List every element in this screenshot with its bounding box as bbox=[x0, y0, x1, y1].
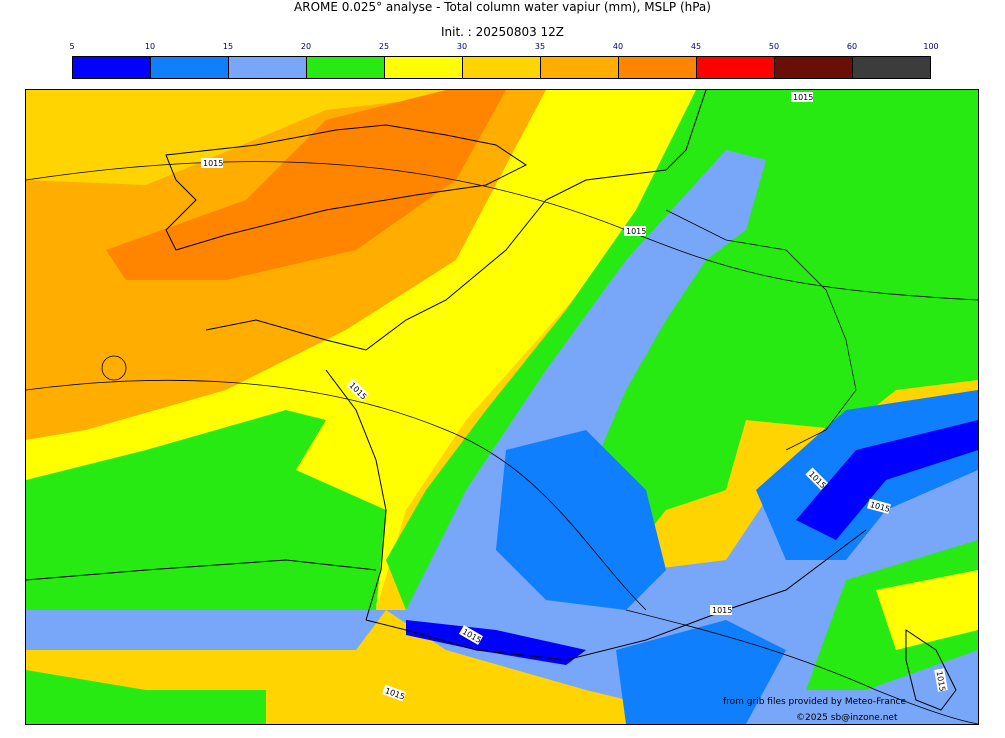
colorbar-tick: 50 bbox=[768, 42, 780, 51]
colorbar-cell bbox=[852, 56, 931, 79]
zone-40-45 bbox=[106, 90, 506, 280]
colorbar-tick: 45 bbox=[690, 42, 702, 51]
alps-5-10 bbox=[796, 420, 978, 540]
isobar bbox=[25, 379, 647, 611]
colorbar-tick: 35 bbox=[534, 42, 546, 51]
pyrenees-5-10 bbox=[406, 620, 586, 665]
colorbar-cell bbox=[306, 56, 385, 79]
colorbar-tick: 5 bbox=[69, 42, 75, 51]
colorbar-tick: 25 bbox=[378, 42, 390, 51]
border bbox=[665, 209, 857, 451]
svg-text:1015: 1015 bbox=[935, 670, 947, 692]
isobar-label: 1015 bbox=[791, 92, 813, 102]
map-canvas: 1015 1015 1015 1015 1015 1015 1015 1015 … bbox=[25, 89, 979, 725]
coastline bbox=[905, 629, 957, 711]
coastline bbox=[165, 124, 527, 251]
zone-15-20 bbox=[26, 150, 978, 724]
isobar bbox=[625, 609, 979, 725]
water-vapour-map: 1015 1015 1015 1015 1015 1015 1015 1015 … bbox=[25, 89, 979, 725]
isobar-label: 1015 bbox=[624, 226, 646, 236]
data-source-credit: from grib files provided by Meteo-France bbox=[723, 697, 907, 707]
svg-text:1015: 1015 bbox=[203, 159, 223, 168]
coastline bbox=[205, 89, 707, 351]
coastline bbox=[365, 529, 867, 661]
colorbar-cell bbox=[228, 56, 307, 79]
colorbar-tick: 20 bbox=[300, 42, 312, 51]
isobar-label: 1015 bbox=[934, 668, 948, 692]
colorbar-cell bbox=[540, 56, 619, 79]
svg-text:1015: 1015 bbox=[793, 93, 813, 102]
colorbar-cell bbox=[462, 56, 541, 79]
isobar bbox=[101, 355, 127, 381]
colorbar-cell bbox=[774, 56, 853, 79]
coastline bbox=[25, 559, 377, 581]
colorbar-cell bbox=[696, 56, 775, 79]
colorbar-tick: 100 bbox=[923, 42, 939, 51]
colorbar-tick: 15 bbox=[222, 42, 234, 51]
colorbar-cell bbox=[72, 56, 151, 79]
colorbar-tick: 60 bbox=[846, 42, 858, 51]
zone-25-30-se bbox=[876, 570, 978, 650]
colorbar-cell bbox=[150, 56, 229, 79]
svg-text:1015: 1015 bbox=[626, 227, 646, 236]
zone-10-15-south bbox=[616, 620, 786, 724]
colorbar-cell bbox=[618, 56, 697, 79]
coastline bbox=[325, 369, 387, 621]
zone-20-25-west bbox=[26, 410, 386, 610]
colorbar-tick: 10 bbox=[144, 42, 156, 51]
isobar-label: 1015 bbox=[710, 605, 732, 615]
zone-20-25-sw bbox=[26, 670, 266, 724]
colorbar-cell bbox=[384, 56, 463, 79]
colorbar-tick: 30 bbox=[456, 42, 468, 51]
init-time-label: Init. : 20250803 12Z bbox=[440, 25, 565, 39]
colorbar-tick: 40 bbox=[612, 42, 624, 51]
copyright-notice: ©2025 sb@inzone.net bbox=[796, 713, 898, 723]
isobar bbox=[25, 161, 979, 301]
map-title: AROME 0.025° analyse - Total column wate… bbox=[294, 0, 711, 14]
zone-10-15 bbox=[496, 430, 666, 610]
svg-text:1015: 1015 bbox=[712, 606, 732, 615]
isobar-label: 1015 bbox=[201, 158, 223, 168]
